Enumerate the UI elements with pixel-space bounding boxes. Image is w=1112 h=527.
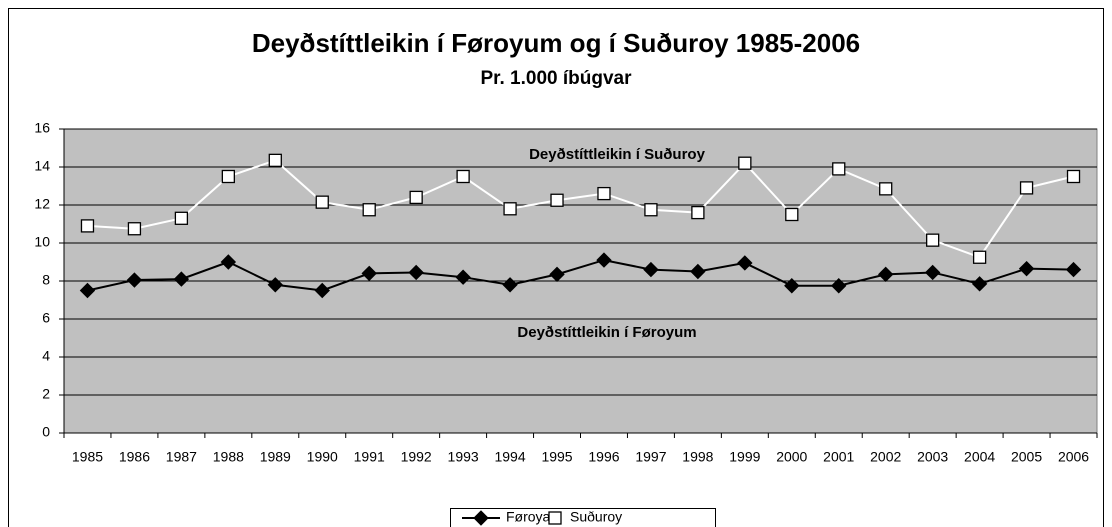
y-tick-label: 16 [34,120,50,136]
data-point [127,222,142,236]
x-tick-label: 1993 [448,449,479,465]
data-point [126,272,143,288]
data-point [79,282,96,299]
data-point [785,207,799,222]
series-line [87,259,1074,292]
x-tick-label: 2000 [776,449,807,465]
data-point [1018,260,1035,277]
data-point [971,276,988,292]
y-tick-label: 0 [42,424,50,440]
y-tick-label: 12 [34,196,50,212]
x-tick-label: 2006 [1058,449,1089,465]
annotation: Deyðstíttleikin í Suðuroy [529,146,706,163]
x-tick-label: 1994 [494,449,525,465]
data-point [784,278,800,294]
data-point [643,261,659,278]
x-tick-label: 1988 [213,449,244,465]
x-tick-label: 2001 [823,449,854,465]
legend-label: Føroyar [506,509,555,525]
data-point [220,254,237,270]
data-point [221,169,235,184]
data-point [832,162,846,176]
data-point [408,264,424,281]
legend-label: Suðuroy [570,509,622,525]
data-point [597,186,611,201]
data-point [879,182,893,196]
data-point [831,278,847,294]
data-point [972,250,987,264]
x-tick-label: 1990 [307,449,338,465]
data-point [549,266,565,283]
x-tick-label: 1999 [729,449,760,465]
legend-box [450,508,716,527]
x-tick-label: 1991 [354,449,385,465]
data-point [502,277,518,293]
x-tick-label: 1989 [260,449,291,465]
y-tick-label: 14 [34,158,50,174]
data-point [550,193,564,207]
x-tick-label: 1997 [635,449,666,465]
x-tick-label: 1986 [119,449,150,465]
data-point [80,219,95,233]
x-tick-label: 2004 [964,449,995,465]
chart-subtitle: Pr. 1.000 íbúgvar [480,68,632,89]
x-tick-label: 2003 [917,449,948,465]
data-point [361,265,377,282]
data-point [173,271,190,287]
data-point [362,203,376,217]
y-tick-label: 6 [42,310,50,326]
x-tick-label: 1996 [588,449,619,465]
legend-marker [548,511,562,525]
x-tick-label: 1998 [682,449,713,465]
data-point [738,156,752,170]
y-tick-label: 8 [42,272,50,288]
data-point [596,252,612,268]
y-tick-label: 2 [42,386,50,402]
data-point [314,282,330,299]
chart-title: Deyðstíttleikin í Føroyum og í Suðuroy 1… [252,28,860,58]
data-point [174,211,189,225]
data-point [267,277,284,293]
data-point [1065,261,1082,278]
x-tick-label: 1992 [401,449,432,465]
data-point [455,269,471,285]
x-tick-label: 2005 [1011,449,1042,465]
legend-marker [473,510,489,526]
data-point [409,190,423,205]
data-point [737,255,753,271]
data-point [877,266,894,283]
x-tick-label: 1987 [166,449,197,465]
data-point [268,153,282,168]
data-point [503,202,517,216]
series-line [87,159,1074,259]
data-point [924,264,941,281]
data-point [456,169,470,184]
data-point [690,263,706,280]
x-tick-label: 1995 [541,449,572,465]
data-point [644,203,658,217]
data-point [926,233,940,247]
y-tick-label: 4 [42,348,50,364]
annotation: Deyðstíttleikin í Føroyum [517,324,696,341]
y-tick-label: 10 [34,234,50,250]
data-point [1066,169,1081,184]
data-point [1019,181,1034,195]
x-tick-label: 1985 [72,449,103,465]
data-point [691,205,705,220]
x-tick-label: 2002 [870,449,901,465]
data-point [315,195,329,209]
